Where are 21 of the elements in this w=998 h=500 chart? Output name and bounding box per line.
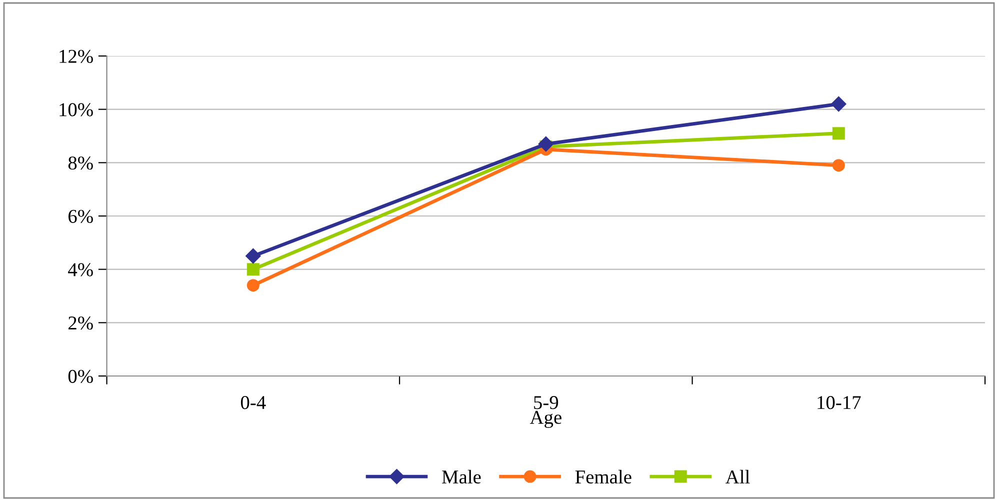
point <box>246 263 260 276</box>
x-axis-title: Age <box>530 410 562 428</box>
point <box>246 248 261 264</box>
y-tick-label: 6% <box>68 210 93 223</box>
legend-label: Female <box>575 470 632 484</box>
legend-label: Male <box>442 470 481 484</box>
y-tick-label: 0% <box>68 370 93 383</box>
point <box>538 136 554 152</box>
legend-label: All <box>726 470 750 484</box>
point <box>832 127 845 140</box>
point <box>832 159 845 172</box>
x-tick-label: 5-9 <box>534 396 558 410</box>
x-tick-label: 10-17 <box>818 396 861 410</box>
x-tick-label: 0-4 <box>240 396 266 410</box>
y-tick-label: 4% <box>68 263 93 276</box>
point <box>246 279 260 292</box>
y-tick-label: 8% <box>68 156 93 170</box>
y-tick-label: 10% <box>60 103 93 116</box>
point <box>831 96 846 112</box>
y-tick-label: 12% <box>60 50 93 63</box>
y-tick-label: 2% <box>68 316 93 330</box>
